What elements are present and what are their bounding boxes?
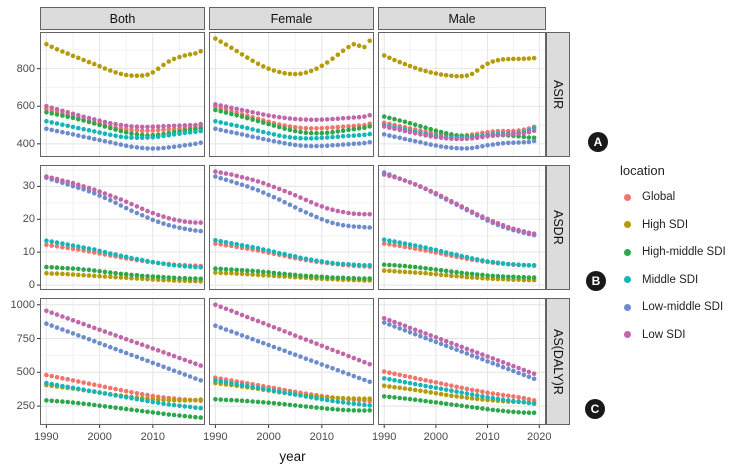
- legend-label-low-middle-sdi: Low-middle SDI: [642, 301, 724, 313]
- panel-Female-ASIR: [209, 32, 374, 157]
- facet-strip-asir-label: ASIR: [551, 79, 565, 110]
- points-Both-AS(DALY)R: [44, 308, 203, 420]
- legend-item-high-middle-sdi: High-middle SDI: [624, 243, 738, 261]
- facet-strip-asdr: ASDR: [546, 165, 570, 290]
- facet-strip-both-label: Both: [109, 11, 136, 26]
- panel-Male-ASDR: [378, 165, 546, 290]
- legend-item-low-middle-sdi: Low-middle SDI: [624, 298, 738, 316]
- facet-strip-both: Both: [40, 7, 205, 30]
- facet-strip-asir: ASIR: [546, 32, 570, 157]
- facet-strip-asdr-label: ASDR: [551, 210, 565, 245]
- y-tick-label-ASDR-20: 20: [22, 213, 35, 226]
- y-tick-label-ASIR-600: 600: [16, 100, 35, 113]
- legend-label-high-middle-sdi: High-middle SDI: [642, 246, 726, 258]
- panel-Female-ASDR: [209, 165, 374, 290]
- legend: location Global High SDI High-middle SDI…: [620, 163, 738, 353]
- points-Both-ASDR: [44, 174, 203, 284]
- x-axis-title: year: [279, 449, 306, 464]
- panel-Both-ASIR: [37, 32, 205, 157]
- x-tick-label-Both-1990: 1990: [34, 431, 59, 443]
- x-tick-label-Male-1990: 1990: [371, 431, 397, 443]
- facet-strip-male: Male: [378, 7, 546, 30]
- legend-label-middle-sdi: Middle SDI: [642, 273, 699, 286]
- y-tick-label-AS(DALY)R-1000: 1000: [10, 298, 35, 311]
- panel-Both-AS(DALY)R: [37, 298, 205, 428]
- x-tick-label-Male-2010: 2010: [475, 431, 500, 443]
- points-Female-AS(DALY)R: [213, 302, 372, 413]
- panel-Male-ASIR: [378, 32, 546, 157]
- points-Male-ASIR: [381, 53, 537, 151]
- points-Male-AS(DALY)R: [381, 316, 537, 416]
- points-Male-ASDR: [381, 170, 537, 283]
- badge-b: B: [586, 271, 606, 291]
- points-Both-ASIR: [44, 41, 203, 151]
- legend-item-global: Global: [624, 188, 738, 206]
- legend-title: location: [620, 163, 665, 178]
- points-Female-ASIR: [213, 36, 372, 149]
- badge-c: C: [585, 399, 605, 419]
- legend-swatch-low-middle-sdi: [624, 303, 631, 311]
- x-tick-label-Female-2000: 2000: [256, 431, 281, 443]
- y-tick-label-ASIR-400: 400: [16, 137, 35, 150]
- y-tick-label-ASDR-10: 10: [22, 246, 35, 259]
- facet-strip-asdalyr-label: AS(DALY)R: [551, 328, 565, 395]
- legend-item-high-sdi: High SDI: [624, 216, 738, 234]
- panel-Female-AS(DALY)R: [209, 298, 374, 428]
- facet-strip-asdalyr: AS(DALY)R: [546, 298, 570, 425]
- y-tick-label-AS(DALY)R-250: 250: [16, 400, 35, 413]
- y-tick-label-ASDR-30: 30: [22, 180, 35, 193]
- x-tick-label-Female-1990: 1990: [203, 431, 228, 443]
- y-tick-label-AS(DALY)R-750: 750: [16, 332, 35, 345]
- legend-swatch-middle-sdi: [624, 276, 631, 283]
- badge-a: A: [588, 132, 608, 152]
- legend-label-high-sdi: High SDI: [642, 218, 689, 231]
- x-tick-label-Female-2010: 2010: [309, 431, 335, 443]
- legend-item-low-sdi: Low SDI: [624, 326, 738, 344]
- legend-swatch-high-middle-sdi: [624, 248, 631, 256]
- panel-Both-ASDR: [37, 165, 205, 290]
- legend-label-global: Global: [642, 191, 676, 203]
- legend-swatch-high-sdi: [624, 221, 631, 228]
- legend-swatch-global: [624, 193, 631, 201]
- y-tick-label-AS(DALY)R-500: 500: [16, 366, 35, 379]
- points-Female-ASDR: [213, 169, 372, 283]
- legend-item-middle-sdi: Middle SDI: [624, 271, 738, 289]
- x-tick-label-Both-2000: 2000: [87, 431, 112, 443]
- facet-strip-female-label: Female: [270, 11, 313, 26]
- panel-Male-AS(DALY)R: [378, 298, 546, 428]
- x-tick-label-Male-2020: 2020: [527, 431, 552, 443]
- y-tick-label-ASDR-0: 0: [28, 279, 35, 292]
- facet-strip-male-label: Male: [448, 11, 476, 26]
- x-tick-label-Male-2000: 2000: [423, 431, 449, 443]
- legend-swatch-low-sdi: [624, 331, 631, 338]
- y-tick-label-ASIR-800: 800: [16, 62, 35, 75]
- x-tick-label-Both-2010: 2010: [140, 431, 166, 443]
- legend-label-low-sdi: Low SDI: [642, 328, 686, 341]
- facet-strip-female: Female: [209, 7, 374, 30]
